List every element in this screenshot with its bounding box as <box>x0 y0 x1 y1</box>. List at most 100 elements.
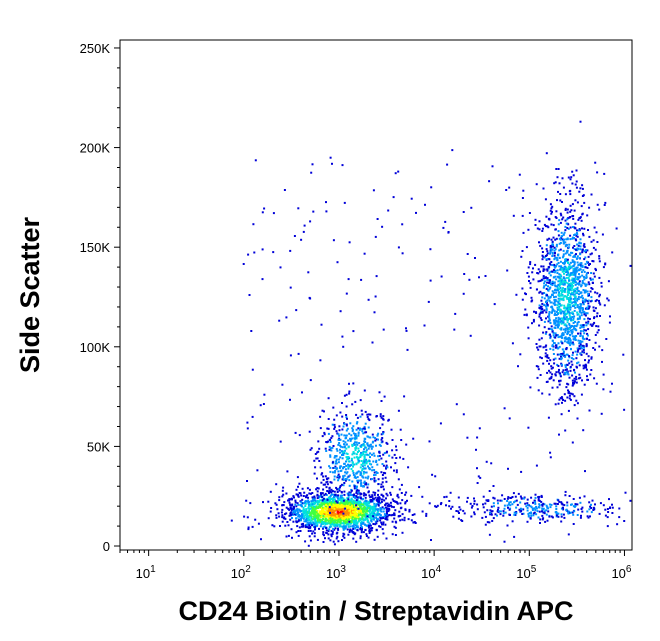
data-point <box>325 494 328 496</box>
data-point <box>332 512 334 515</box>
data-point <box>546 359 549 362</box>
data-point <box>563 238 565 241</box>
data-point <box>322 488 325 491</box>
data-point <box>321 492 324 495</box>
data-point <box>342 517 344 520</box>
data-point <box>377 478 380 481</box>
data-point <box>559 199 562 202</box>
data-point <box>589 515 591 518</box>
data-point <box>316 477 318 480</box>
data-point <box>289 511 292 514</box>
data-point <box>558 288 561 291</box>
data-point <box>549 251 552 254</box>
data-point <box>568 253 570 256</box>
data-point <box>302 511 305 514</box>
data-point <box>310 492 312 495</box>
data-point <box>332 239 335 242</box>
data-point <box>595 269 597 272</box>
data-point <box>294 431 297 434</box>
data-point <box>355 501 357 504</box>
data-point <box>549 286 552 289</box>
data-point <box>590 369 593 371</box>
data-point <box>583 346 585 349</box>
data-point <box>558 500 561 503</box>
data-point <box>384 472 387 475</box>
data-point <box>560 281 563 284</box>
data-point <box>324 507 327 510</box>
data-point <box>309 297 312 300</box>
data-point <box>539 307 542 310</box>
data-point <box>308 430 311 433</box>
data-point <box>370 447 373 450</box>
data-point <box>569 284 572 287</box>
data-point <box>356 421 359 424</box>
data-point <box>317 518 320 521</box>
data-point <box>335 515 338 518</box>
data-point <box>297 493 299 496</box>
data-point <box>375 529 378 532</box>
data-point <box>549 337 552 340</box>
data-point <box>380 500 383 503</box>
y-tick-label: 50K <box>87 439 110 454</box>
data-point <box>274 502 277 505</box>
data-point <box>559 277 562 280</box>
data-point <box>319 520 322 523</box>
data-point <box>368 532 371 534</box>
data-point <box>590 252 593 255</box>
data-point <box>316 538 319 541</box>
data-point <box>558 353 561 356</box>
data-point <box>555 245 558 248</box>
data-point <box>363 481 366 484</box>
data-point <box>451 149 454 152</box>
data-point <box>379 413 382 416</box>
data-point <box>542 255 545 258</box>
data-point <box>412 521 415 524</box>
data-point <box>287 524 290 527</box>
data-point <box>326 512 329 515</box>
data-point <box>551 210 553 213</box>
data-point <box>568 376 571 379</box>
data-point <box>551 252 554 255</box>
data-point <box>552 236 555 239</box>
data-point <box>572 282 575 284</box>
data-point <box>566 382 569 385</box>
data-point <box>304 540 307 543</box>
data-point <box>388 454 391 457</box>
data-point <box>296 502 299 505</box>
data-point <box>359 415 362 418</box>
data-point <box>571 237 574 240</box>
data-point <box>363 457 366 460</box>
data-point <box>550 367 553 370</box>
data-point <box>562 369 565 372</box>
data-point <box>565 273 568 276</box>
data-point <box>602 388 605 391</box>
data-point <box>401 499 404 502</box>
data-point <box>362 510 364 513</box>
data-point <box>571 441 574 444</box>
data-point <box>568 301 571 304</box>
data-point <box>387 418 390 421</box>
data-point <box>345 478 348 481</box>
data-point <box>363 513 366 516</box>
data-point <box>439 422 442 425</box>
data-point <box>353 513 356 516</box>
data-point <box>572 358 575 361</box>
data-point <box>549 335 552 338</box>
data-point <box>327 491 330 494</box>
data-point <box>334 465 337 468</box>
data-point <box>259 404 262 407</box>
data-point <box>337 512 339 515</box>
data-point <box>338 487 340 490</box>
data-point <box>369 496 372 498</box>
data-point <box>391 486 394 489</box>
data-point <box>398 488 401 491</box>
data-point <box>579 335 582 337</box>
data-point <box>458 506 461 509</box>
data-point <box>572 381 574 384</box>
data-point <box>358 504 361 507</box>
data-point <box>379 514 382 517</box>
data-point <box>565 222 568 225</box>
data-point <box>457 510 460 513</box>
data-point <box>462 211 465 213</box>
data-point <box>548 362 550 365</box>
